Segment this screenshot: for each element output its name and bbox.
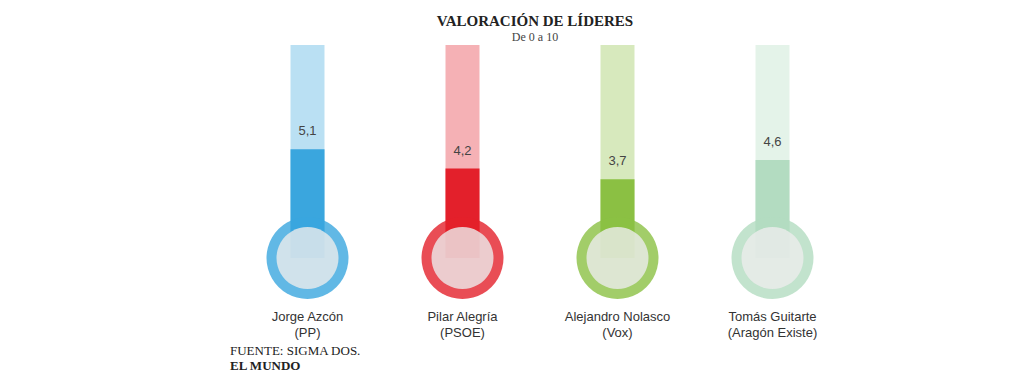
svg-text:Jorge Azcón: Jorge Azcón [272,309,344,324]
svg-text:De 0 a 10: De 0 a 10 [512,30,558,44]
svg-text:Alejandro Nolasco: Alejandro Nolasco [565,309,671,324]
svg-text:5,1: 5,1 [298,123,316,138]
svg-text:4,6: 4,6 [763,134,781,149]
svg-text:4,2: 4,2 [453,143,471,158]
svg-text:Tomás Guitarte: Tomás Guitarte [728,309,816,324]
svg-text:(Aragón Existe): (Aragón Existe) [728,325,818,340]
svg-text:EL MUNDO: EL MUNDO [230,358,300,373]
svg-text:(Vox): (Vox) [602,325,632,340]
svg-text:(PP): (PP) [295,325,321,340]
svg-text:(PSOE): (PSOE) [440,325,485,340]
svg-text:FUENTE: SIGMA DOS.: FUENTE: SIGMA DOS. [230,343,360,358]
svg-text:Pilar Alegría: Pilar Alegría [427,309,498,324]
svg-text:3,7: 3,7 [608,153,626,168]
svg-text:VALORACIÓN DE LÍDERES: VALORACIÓN DE LÍDERES [437,13,633,29]
